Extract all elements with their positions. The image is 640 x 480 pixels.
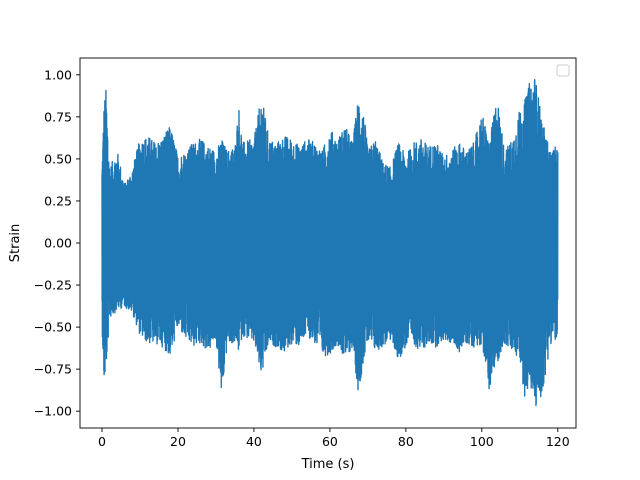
x-tick-label: 40 — [246, 434, 262, 449]
x-tick-label: 100 — [470, 434, 494, 449]
x-tick-label: 20 — [170, 434, 186, 449]
y-tick-label: −0.25 — [34, 278, 72, 293]
y-tick-label: 0.00 — [44, 236, 72, 251]
legend-box — [556, 64, 570, 77]
y-tick-label: 0.25 — [44, 193, 72, 208]
y-tick-label: −0.50 — [34, 320, 72, 335]
y-tick-label: 0.75 — [44, 109, 72, 124]
x-axis: 0 20 40 60 80 100 120 — [98, 428, 570, 449]
y-axis: −1.00 −0.75 −0.50 −0.25 0.00 0.25 0.50 0.75 1.00 — [34, 67, 80, 419]
x-axis-label: Time (s) — [301, 457, 355, 472]
y-axis-label: Strain — [8, 224, 23, 263]
series-layer — [101, 79, 559, 407]
x-tick-label: 60 — [322, 434, 338, 449]
x-tick-label: 0 — [98, 434, 106, 449]
x-tick-label: 120 — [546, 434, 570, 449]
x-tick-label: 80 — [398, 434, 414, 449]
y-tick-label: −1.00 — [34, 404, 72, 419]
y-tick-label: 0.50 — [44, 151, 72, 166]
strain-series-line — [101, 79, 559, 407]
y-tick-label: −0.75 — [34, 362, 72, 377]
y-tick-label: 1.00 — [44, 67, 72, 82]
